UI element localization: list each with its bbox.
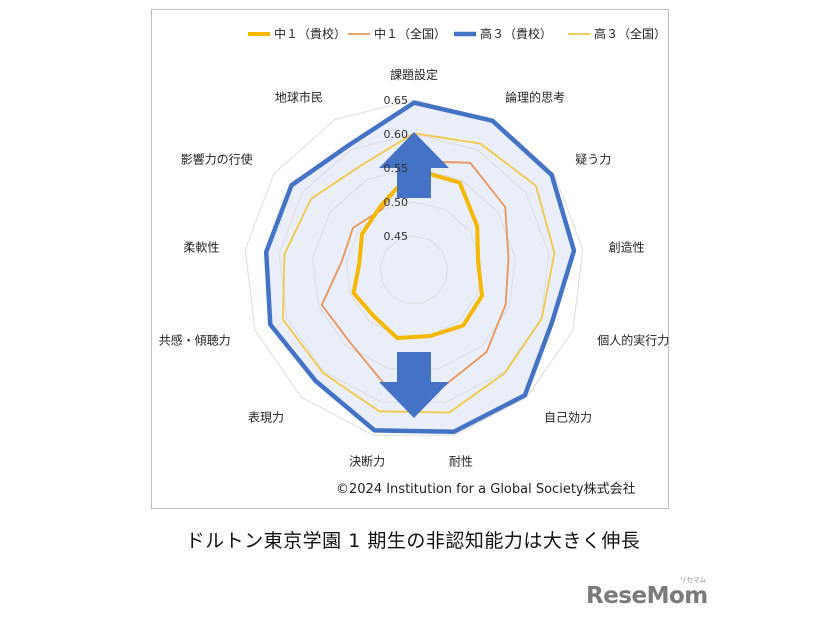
axis-label: 課題設定 — [390, 67, 438, 82]
grid-ring — [379, 235, 449, 304]
legend-label: 中１（全国） — [374, 26, 446, 41]
axis-label: 創造性 — [609, 240, 645, 254]
figure-caption: ドルトン東京学園 1 期生の非認知能力は大きく伸長 — [185, 530, 641, 552]
down-arrow-icon — [379, 352, 449, 418]
chart-frame: 中１（貴校） 中１（全国） 高３（貴校） 高３（全国） 0.65 0.60 0.55 0.5… — [151, 9, 669, 509]
radial-tick-label: 0.50 — [384, 196, 409, 209]
axis-label: 個人的実行力 — [597, 333, 669, 348]
legend-label: 高３（全国） — [594, 26, 666, 41]
axis-label: 影響力の行使 — [181, 152, 253, 167]
radial-tick-label: 0.55 — [384, 162, 409, 175]
axis-label: 共感・傾聴力 — [159, 333, 231, 348]
logo-text: ReseMom — [586, 583, 708, 609]
logo-small-text: リセマム — [679, 576, 707, 584]
legend-label: 中１（貴校） — [274, 26, 346, 41]
axis-label: 疑う力 — [575, 152, 611, 167]
axis-label: 柔軟性 — [183, 239, 219, 254]
grid — [244, 99, 584, 436]
legend-label: 高３（貴校） — [480, 26, 552, 41]
resemom-logo: ReseMom リセマム — [586, 576, 708, 609]
radar-chart: 中１（貴校） 中１（全国） 高３（貴校） 高３（全国） 0.65 0.60 0.55 0.5… — [159, 26, 670, 497]
axis-label: 耐性 — [449, 454, 473, 468]
series-line-0 — [351, 167, 484, 340]
grid-ring — [244, 99, 584, 436]
copyright-text: ©2024 Institution for a Global Society株式… — [336, 481, 636, 497]
axis-label: 地球市民 — [275, 90, 323, 105]
axis-label: 自己効力 — [544, 410, 592, 425]
series-area-fill — [266, 102, 574, 432]
radial-tick-label: 0.60 — [384, 128, 409, 141]
axis-label: 決断力 — [349, 453, 385, 468]
radial-tick-label: 0.45 — [384, 230, 409, 243]
legend: 中１（貴校） 中１（全国） 高３（貴校） 高３（全国） — [248, 26, 666, 41]
up-arrow-icon — [379, 132, 449, 198]
axis-label: 論理的思考 — [505, 90, 565, 105]
axis-label: 表現力 — [248, 411, 284, 425]
radial-tick-label: 0.65 — [384, 94, 409, 107]
series-line-2 — [263, 100, 577, 435]
